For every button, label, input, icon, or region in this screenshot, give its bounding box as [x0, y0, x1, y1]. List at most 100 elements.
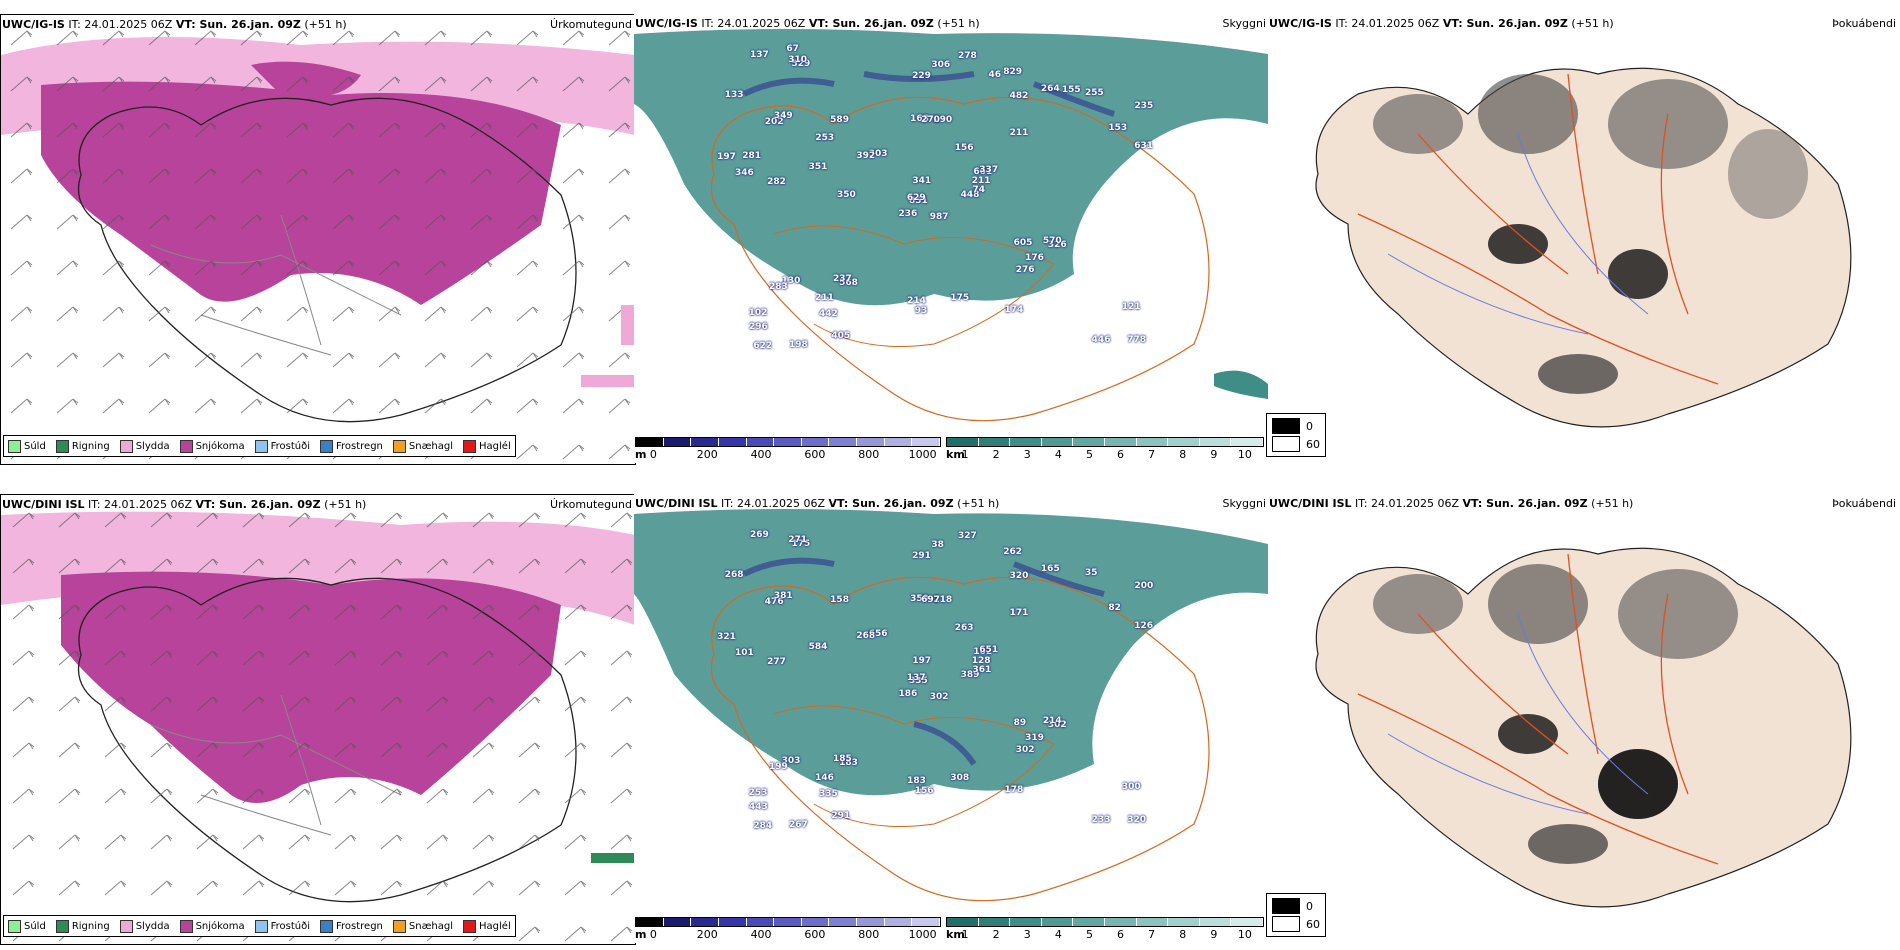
- height-scale-ticks: m 0 200 400 600 800 1000: [635, 447, 941, 461]
- scale-step: [829, 438, 858, 446]
- cloud-base-label: 303: [781, 755, 801, 766]
- scale-step: [663, 918, 692, 926]
- vis-scale-top: km 1 2 3 4 5 6 7 8 9 10: [946, 437, 1264, 461]
- scale-step: [1199, 438, 1232, 446]
- cloud-base-label: 67: [786, 44, 799, 55]
- vis-scale-ticks: km 1 2 3 4 5 6 7 8 9 10: [946, 447, 1264, 461]
- cloud-base-label: 269: [749, 530, 769, 541]
- cloud-base-label: 651: [979, 644, 999, 655]
- scale-tick-label: 8: [1179, 928, 1187, 941]
- cloud-base-label: 631: [1134, 141, 1154, 152]
- cloud-base-label: 335: [819, 789, 838, 800]
- cloud-base-label: 303: [868, 149, 888, 160]
- fog-header-top: UWC/IG-IS IT: 24.01.2025 06Z VT: Sun. 26…: [1269, 17, 1614, 30]
- scale-tick-label: 1: [961, 448, 969, 461]
- cloud-base-label: 156: [914, 785, 934, 796]
- cloud-base-label: 264: [1040, 83, 1060, 94]
- legend-swatch: [179, 439, 193, 453]
- scale-step: [884, 918, 913, 926]
- cloud-base-label: 281: [742, 150, 761, 161]
- fog-panel-top: UWC/IG-IS IT: 24.01.2025 06Z VT: Sun. 26…: [1268, 14, 1900, 463]
- clouds-panel-bottom: UWC/DINI ISL IT: 24.01.2025 06Z VT: Sun.…: [634, 494, 1268, 943]
- cloud-base-label: 237: [832, 273, 852, 284]
- cloud-base-label: 584: [808, 642, 828, 653]
- scale-step: [884, 438, 913, 446]
- cloud-base-label: 229: [912, 71, 931, 82]
- cloud-base-label: 987: [929, 212, 949, 223]
- cloud-base-label: 448: [960, 190, 980, 201]
- legend-item: Snjókoma: [179, 439, 245, 453]
- cloud-base-label: 851: [909, 195, 928, 206]
- vis-scale-bar: [946, 917, 1264, 927]
- scale-tick-label: 5: [1085, 448, 1093, 461]
- cloud-base-label: 319: [1025, 733, 1044, 744]
- scale-step: [1136, 918, 1169, 926]
- cloud-base-label: 482: [1009, 91, 1029, 102]
- legend-item: Snæhagl: [392, 919, 453, 933]
- scale-unit: m: [635, 448, 647, 461]
- cloud-base-label: 158: [830, 595, 849, 605]
- cloud-base-label: 102: [748, 307, 768, 318]
- cloud-base-label: 389: [960, 670, 980, 681]
- precip-title-bottom: Úrkomutegund: [550, 498, 632, 511]
- scale-tick-label: 10: [1237, 928, 1252, 941]
- cloud-base-label: 282: [767, 177, 786, 188]
- precip-legend-bottom: Súld Rigning Slydda Snjókoma Frostúði Fr…: [3, 915, 516, 937]
- cloud-base-label: 218: [933, 594, 953, 605]
- scale-tick-label: 6: [1117, 448, 1125, 461]
- fog-legend-row: 0: [1272, 897, 1320, 915]
- cloud-base-label: 165: [1040, 563, 1060, 574]
- cloud-base-label: 284: [753, 821, 773, 832]
- cloud-base-label: 446: [1091, 334, 1111, 345]
- cloud-base-label: 605: [1013, 238, 1033, 249]
- cloud-base-label: 233: [1091, 814, 1111, 825]
- cloud-base-label: 74: [972, 184, 986, 195]
- scale-tick-label: 1000: [908, 448, 937, 461]
- cloud-base-label: 174: [1004, 304, 1024, 315]
- scale-step: [746, 918, 775, 926]
- scale-step: [636, 438, 664, 446]
- scale-unit: km: [946, 928, 965, 941]
- legend-swatch: [8, 919, 21, 933]
- scale-tick-label: 4: [1054, 448, 1062, 461]
- cloud-base-label: 381: [773, 591, 793, 602]
- cloud-base-label: 320: [1127, 814, 1146, 825]
- legend-item: Frostregn: [320, 919, 383, 933]
- scale-step: [1041, 918, 1074, 926]
- cloud-base-label: 185: [832, 753, 852, 764]
- fog-map-top: [1268, 14, 1900, 463]
- cloud-base-label: 271: [788, 535, 807, 546]
- scale-tick-label: 200: [696, 928, 718, 941]
- cloud-base-label: 283: [769, 281, 788, 292]
- vis-scale-bottom: km 1 2 3 4 5 6 7 8 9 10: [946, 917, 1264, 941]
- cloud-base-label: 349: [773, 111, 793, 122]
- scale-unit: m: [635, 928, 647, 941]
- cloud-base-label: 146: [815, 773, 834, 784]
- cloud-base-label: 290: [933, 114, 953, 125]
- clouds-panel-top: UWC/IG-IS IT: 24.01.2025 06Z VT: Sun. 26…: [634, 14, 1268, 463]
- cloud-base-label: 656: [868, 629, 888, 640]
- legend-swatch: [55, 439, 69, 453]
- cloud-base-label: 197: [912, 655, 932, 666]
- scale-step: [912, 438, 941, 446]
- fog-legend-row: 60: [1272, 435, 1320, 453]
- cloud-base-label: 310: [788, 55, 807, 66]
- legend-swatch: [254, 919, 268, 933]
- fog-header-bottom: UWC/DINI ISL IT: 24.01.2025 06Z VT: Sun.…: [1269, 497, 1634, 510]
- precip-map-top: [1, 15, 635, 464]
- cloud-base-label: 128: [971, 656, 991, 667]
- scale-step: [774, 918, 802, 926]
- cloud-base-label: 168: [910, 113, 929, 124]
- precip-legend-top: Súld Rigning Slydda Snjókoma Frostúði Fr…: [3, 435, 516, 457]
- scale-tick-label: 4: [1054, 928, 1062, 941]
- cloud-base-label: 197: [717, 151, 736, 162]
- cloud-base-label: 302: [1047, 719, 1067, 730]
- scale-tick-label: 10: [1237, 448, 1252, 461]
- fog-legend-row: 0: [1272, 417, 1320, 435]
- scale-tick-label: 1: [961, 928, 969, 941]
- cloud-base-label: 236: [898, 209, 918, 220]
- cloud-base-label: 697: [921, 594, 940, 605]
- legend-swatch: [463, 439, 477, 453]
- cloud-base-label: 46: [988, 69, 1002, 80]
- scale-step: [1041, 438, 1074, 446]
